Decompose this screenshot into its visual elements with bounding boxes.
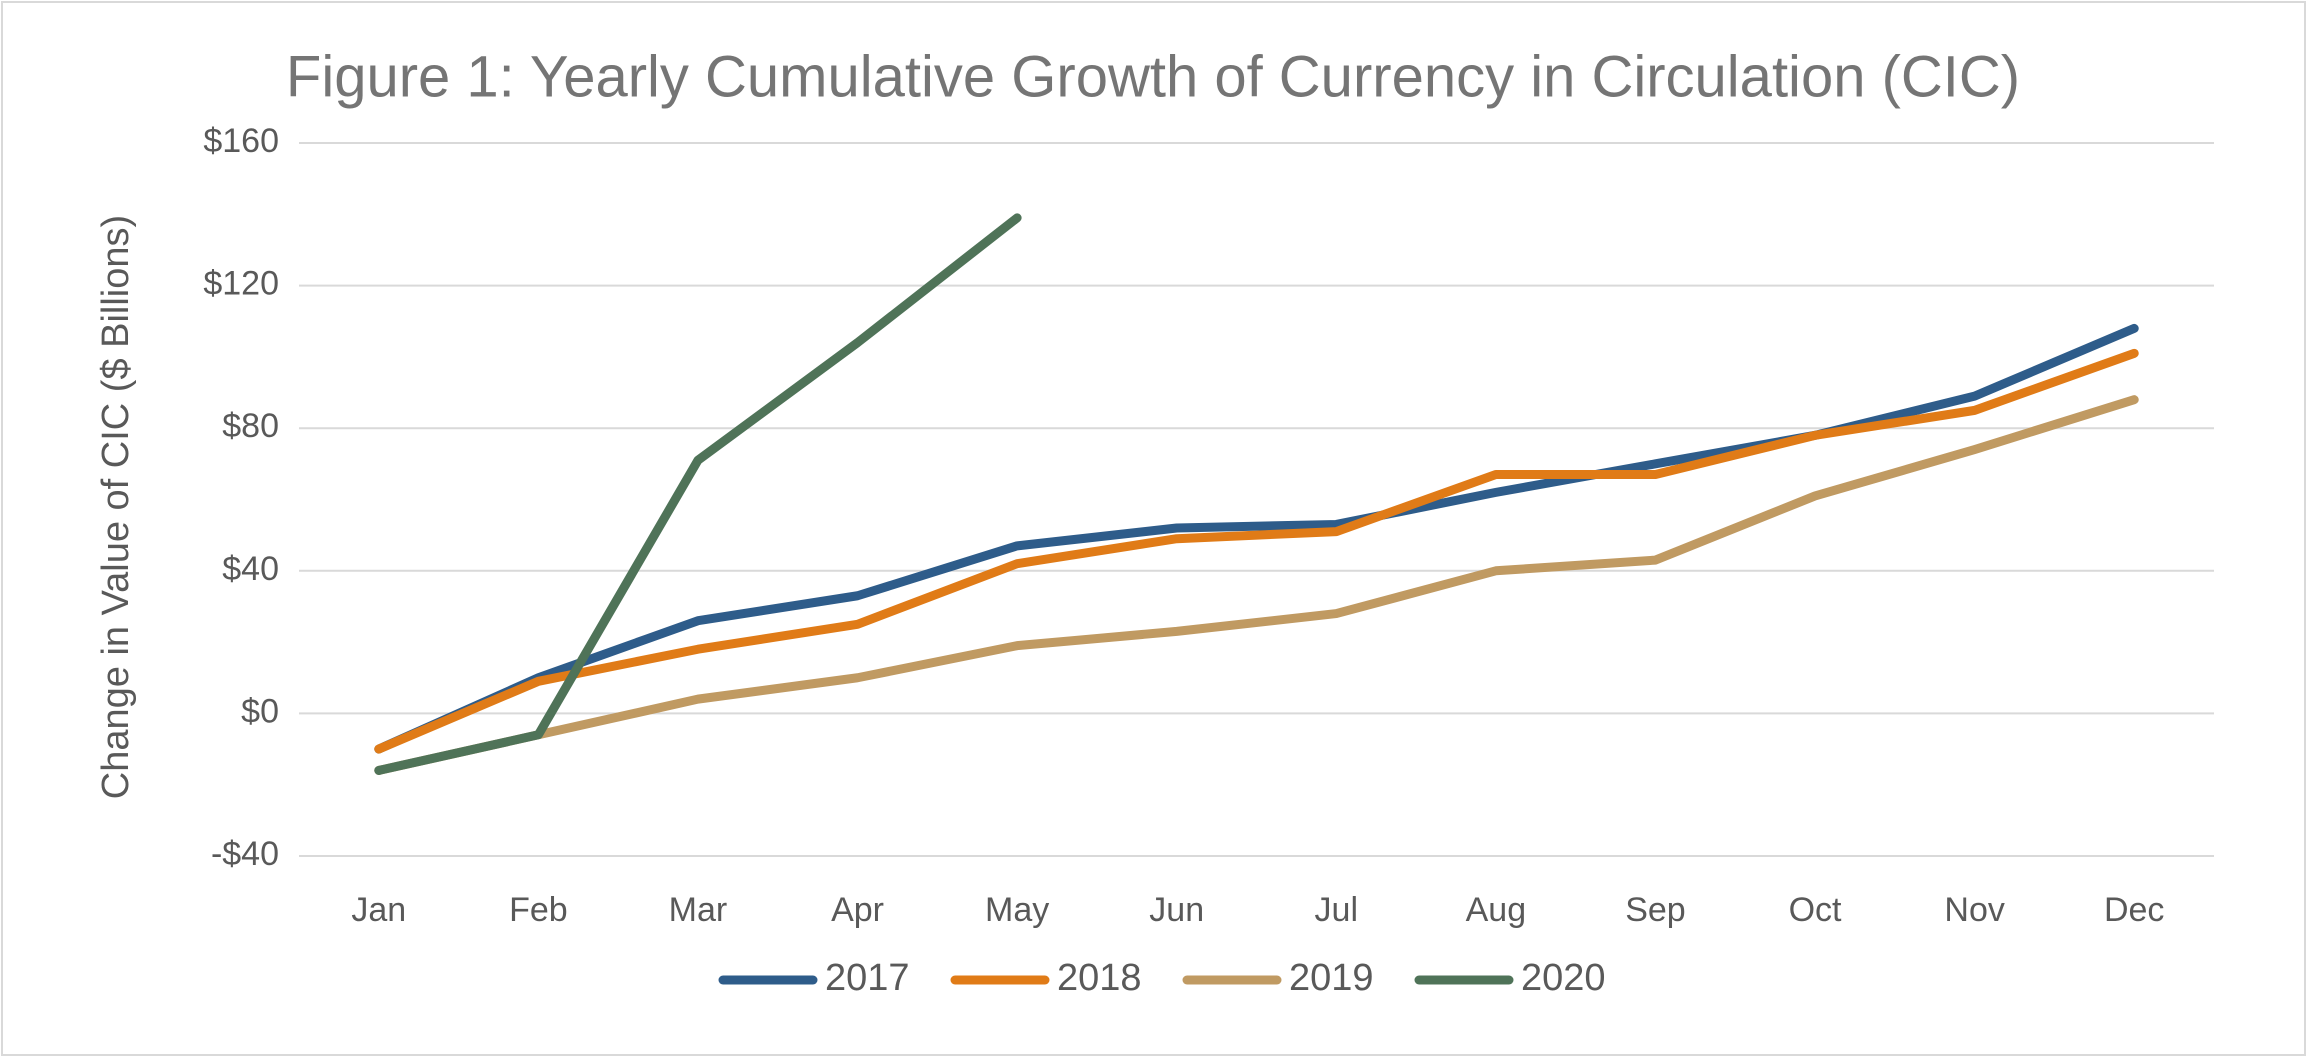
y-tick-label: $120 — [203, 265, 279, 303]
x-tick-label: Jan — [351, 891, 406, 929]
x-tick-label: Dec — [2104, 891, 2164, 929]
x-tick-label: Sep — [1625, 891, 1686, 929]
data-line — [374, 348, 2139, 754]
legend-label: 2017 — [825, 957, 910, 999]
x-tick-label: Apr — [831, 891, 884, 929]
x-tick-label: May — [985, 891, 1049, 929]
y-tick-label: $160 — [203, 122, 279, 160]
y-tick-label: $0 — [241, 692, 279, 730]
legend-label: 2018 — [1057, 957, 1142, 999]
chart-title: Figure 1: Yearly Cumulative Growth of Cu… — [286, 44, 2020, 109]
legend-label: 2020 — [1521, 957, 1606, 999]
data-line — [374, 395, 2139, 775]
x-tick-label: Nov — [1944, 891, 2004, 929]
x-tick-label: Jun — [1149, 891, 1204, 929]
legend-label: 2019 — [1289, 957, 1374, 999]
x-tick-label: Feb — [509, 891, 568, 929]
x-tick-label: Oct — [1789, 891, 1842, 929]
y-tick-label: $80 — [222, 407, 279, 445]
x-tick-label: Mar — [669, 891, 728, 929]
x-tick-label: Jul — [1315, 891, 1358, 929]
y-axis-label: Change in Value of CIC ($ Billions) — [95, 215, 137, 799]
y-tick-label: $40 — [222, 550, 279, 588]
data-line — [374, 213, 1022, 775]
y-tick-label: -$40 — [211, 835, 279, 873]
x-tick-label: Aug — [1466, 891, 1527, 929]
